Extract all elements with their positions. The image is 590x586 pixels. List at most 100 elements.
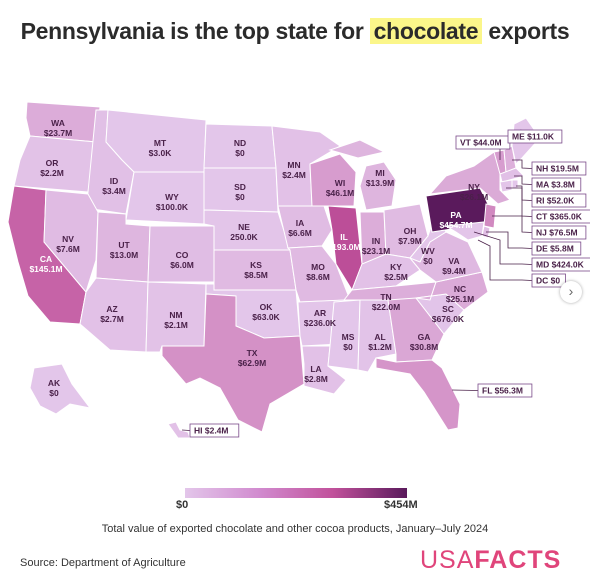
state-label-IA-value: $6.6M	[288, 228, 312, 238]
state-label-KY-abbr: KY	[390, 262, 402, 272]
state-label-VA-abbr: VA	[448, 256, 459, 266]
us-choropleth-map: WA$23.7M OR$2.2M CA$145.1M ID$3.4M NV$7.6M MT…	[7, 101, 590, 439]
state-label-MO-value: $8.6M	[306, 272, 330, 282]
state-label-IL-abbr: IL	[340, 232, 348, 242]
state-label-ND-abbr: ND	[234, 138, 246, 148]
state-RI	[511, 179, 519, 189]
state-MI	[328, 139, 397, 211]
state-label-LA-value: $2.8M	[304, 374, 328, 384]
callout-label-MA: MA $3.8M	[536, 180, 575, 190]
state-label-AK-value: $0	[49, 388, 59, 398]
state-label-WI-abbr: WI	[335, 178, 345, 188]
callout-label-DC: DC $0	[536, 276, 560, 286]
state-label-PA-abbr: PA	[450, 210, 461, 220]
state-label-AR-abbr: AR	[314, 308, 326, 318]
state-label-AL-abbr: AL	[374, 332, 385, 342]
state-label-WV-abbr: WV	[421, 246, 435, 256]
callout-box-NJ	[531, 225, 587, 240]
callout-label-CT: CT $365.0K	[536, 212, 583, 222]
state-label-AZ-abbr: AZ	[106, 304, 117, 314]
state-label-AZ-value: $2.7M	[100, 314, 124, 324]
state-label-OR-value: $2.2M	[40, 168, 64, 178]
state-label-UT-abbr: UT	[118, 240, 130, 250]
state-labels: WA$23.7M OR$2.2M CA$145.1M ID$3.4M NV$7.6M MT…	[29, 118, 488, 398]
callout-box-MD	[531, 257, 590, 272]
source-note: Source: Department of Agriculture	[20, 557, 186, 569]
state-label-WA-abbr: WA	[51, 118, 65, 128]
state-label-GA-abbr: GA	[418, 332, 431, 342]
state-label-OK-abbr: OK	[260, 302, 274, 312]
legend-color-scale	[185, 488, 407, 498]
state-label-KY-value: $2.5M	[384, 272, 408, 282]
state-label-IL-value: $193.0M	[327, 242, 360, 252]
state-label-MS-value: $0	[343, 342, 353, 352]
state-FL	[375, 357, 461, 431]
state-label-LA-abbr: LA	[310, 364, 321, 374]
title-highlight: chocolate	[369, 18, 483, 44]
callout-box-HI	[189, 423, 240, 438]
callout-box-RI	[531, 193, 587, 208]
state-label-NE-value: 250.0K	[230, 232, 258, 242]
callout-leader-FL	[451, 389, 479, 391]
state-label-NC-abbr: NC	[454, 284, 466, 294]
state-label-WY-abbr: WY	[165, 192, 179, 202]
state-label-TX-abbr: TX	[247, 348, 258, 358]
next-slide-button[interactable]: ›	[560, 281, 582, 303]
state-label-NV-abbr: NV	[62, 234, 74, 244]
state-label-TN-abbr: TN	[380, 292, 391, 302]
state-NJ	[483, 203, 497, 229]
callout-label-HI: HI $2.4M	[194, 426, 229, 436]
callout-label-MD: MD $424.0K	[536, 260, 585, 270]
callout-leader-NH	[512, 159, 533, 169]
state-label-IN-abbr: IN	[372, 236, 381, 246]
state-label-MN-abbr: MN	[287, 160, 300, 170]
state-label-IA-abbr: IA	[296, 218, 305, 228]
callout-box-NH	[531, 161, 587, 176]
state-label-KS-value: $8.5M	[244, 270, 268, 280]
state-label-PA-value: $454.7M	[439, 220, 472, 230]
state-label-NM-value: $2.1M	[164, 320, 188, 330]
state-label-MI-abbr: MI	[375, 168, 384, 178]
state-MA	[499, 167, 525, 183]
callout-leader-NJ	[492, 215, 533, 233]
legend-max-label: $454M	[384, 499, 418, 511]
state-label-OH-abbr: OH	[404, 226, 417, 236]
state-label-MN-value: $2.4M	[282, 170, 306, 180]
state-label-NE-abbr: NE	[238, 222, 250, 232]
title-text: Pennsylvania is the top state for	[20, 18, 370, 44]
callout-leader-DC	[477, 239, 533, 281]
state-NV	[43, 189, 99, 294]
state-OR	[13, 135, 97, 193]
state-TX	[161, 293, 305, 433]
state-label-GA-value: $30.8M	[410, 342, 438, 352]
state-label-OH-value: $7.9M	[398, 236, 422, 246]
callout-box-DE	[531, 241, 582, 256]
state-IA	[277, 205, 333, 249]
state-label-NY-abbr: NY	[468, 182, 480, 192]
state-label-IN-value: $23.1M	[362, 246, 390, 256]
state-label-TX-value: $62.9M	[238, 358, 266, 368]
usafacts-logo: USAFACTS	[420, 546, 561, 575]
state-AK	[29, 363, 92, 415]
callout-label-VT: VT $44.0M	[460, 138, 502, 148]
state-MS	[327, 299, 361, 371]
callout-label-FL: FL $56.3M	[482, 386, 523, 396]
state-CT	[499, 179, 513, 193]
state-label-AR-value: $236.0K	[304, 318, 337, 328]
logo-part-usa: USA	[420, 546, 475, 574]
title-text-end: exports	[482, 18, 570, 44]
callout-leader-CT	[506, 187, 533, 217]
callout-label-RI: RI $52.0K	[536, 196, 575, 206]
callout-label-NJ: NJ $76.5M	[536, 228, 578, 238]
logo-part-facts: FACTS	[474, 546, 562, 574]
state-HI	[167, 421, 191, 439]
state-label-WA-value: $23.7M	[44, 128, 72, 138]
callout-box-ME	[507, 129, 563, 144]
state-label-AK-abbr: AK	[48, 378, 61, 388]
state-label-CA-abbr: CA	[40, 254, 52, 264]
callout-box-DC	[531, 273, 566, 288]
callout-box-FL	[477, 383, 533, 398]
state-label-AL-value: $1.2M	[368, 342, 392, 352]
callout-leader-DE	[486, 231, 533, 249]
state-label-CO-value: $6.0M	[170, 260, 194, 270]
